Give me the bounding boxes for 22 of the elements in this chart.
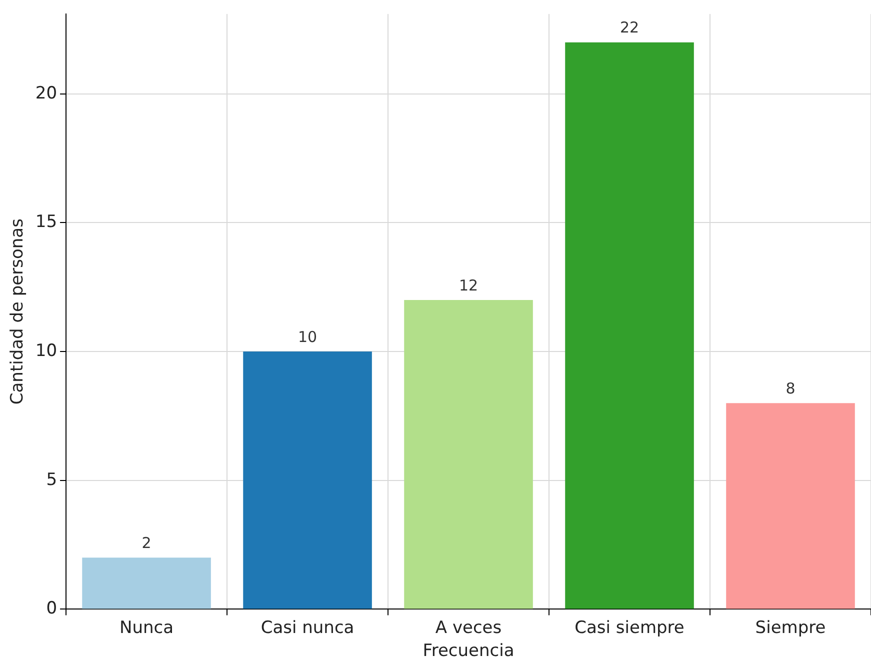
bar (404, 300, 533, 609)
data-label: 2 (142, 534, 152, 552)
data-label: 8 (786, 379, 796, 398)
x-axis-title: Frecuencia (422, 641, 514, 662)
y-tick-label: 20 (35, 83, 58, 104)
y-tick-label: 0 (46, 598, 58, 619)
bar (243, 352, 372, 609)
data-label: 12 (458, 276, 478, 294)
y-axis-title: Cantidad de personas (8, 218, 28, 405)
y-tick-label: 15 (35, 212, 58, 232)
bar (82, 558, 211, 609)
x-tick-label: Siempre (755, 618, 826, 638)
bar (726, 403, 855, 609)
x-tick-label: Casi siempre (574, 618, 684, 638)
data-label: 10 (298, 328, 318, 346)
x-tick-label: Casi nunca (260, 618, 354, 638)
y-tick-label: 5 (46, 470, 58, 490)
bar (565, 42, 694, 609)
x-tick-label: A veces (435, 618, 502, 638)
x-tick-label: Nunca (120, 618, 174, 638)
y-tick-label: 10 (35, 340, 58, 361)
data-label: 22 (620, 18, 640, 37)
